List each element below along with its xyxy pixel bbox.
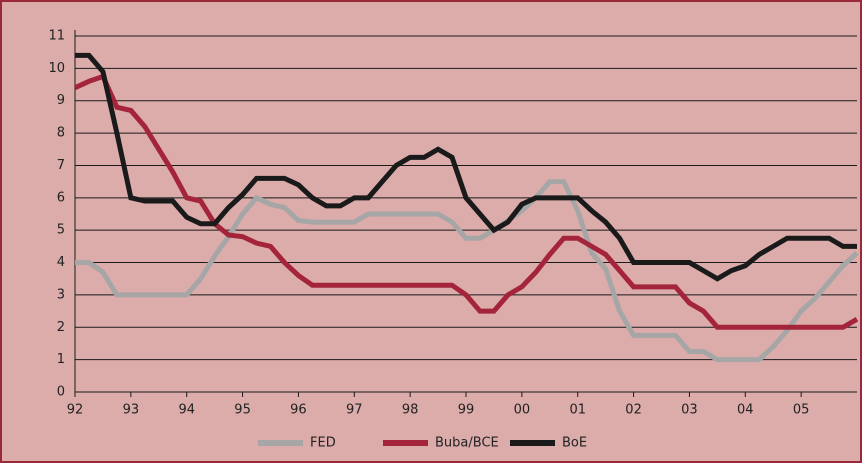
line-series	[75, 52, 857, 282]
x-tick-label: 95	[234, 403, 251, 418]
y-tick-label: 2	[57, 320, 65, 335]
y-tick-label: 9	[57, 93, 65, 108]
y-tick-label: 8	[57, 126, 65, 141]
x-tick-label: 01	[569, 403, 586, 418]
y-tick-label: 1	[57, 352, 65, 367]
x-tick-label: 03	[681, 403, 698, 418]
line-series	[75, 179, 859, 363]
y-tick-label: 3	[57, 287, 65, 302]
x-tick-label: 04	[737, 403, 754, 418]
legend-label: FED	[310, 436, 336, 451]
x-tick-label: 00	[514, 403, 531, 418]
x-tick-label: 92	[67, 403, 84, 418]
y-tick-label: 10	[48, 61, 65, 76]
x-tick-label: 05	[793, 403, 810, 418]
x-tick-label: 94	[178, 403, 195, 418]
x-tick-label: 99	[458, 403, 475, 418]
legend-label: Buba/BCE	[435, 436, 499, 451]
line-series	[73, 73, 859, 330]
y-tick-label: 0	[57, 385, 65, 400]
legend-label: BoE	[562, 436, 587, 451]
y-tick-label: 7	[57, 158, 65, 173]
y-tick-label: 11	[48, 29, 65, 44]
y-tick-label: 5	[57, 223, 65, 238]
x-tick-label: 96	[290, 403, 307, 418]
x-tick-label: 98	[402, 403, 419, 418]
x-tick-label: 97	[346, 403, 363, 418]
y-tick-label: 4	[57, 255, 65, 270]
x-tick-label: 02	[625, 403, 642, 418]
y-tick-label: 6	[57, 190, 65, 205]
x-tick-label: 93	[123, 403, 140, 418]
